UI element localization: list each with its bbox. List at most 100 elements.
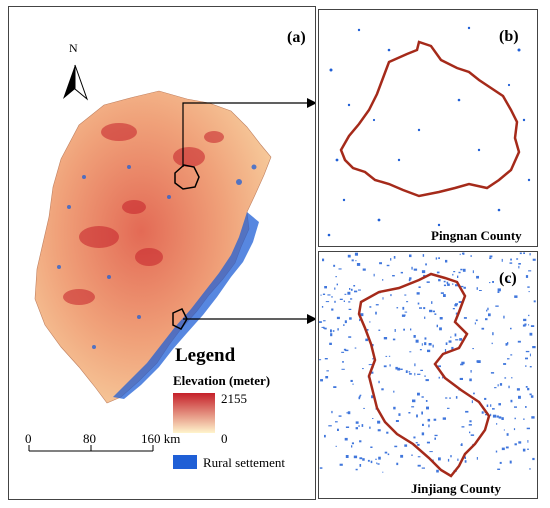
settlement-dot bbox=[527, 440, 529, 443]
settlement-dot bbox=[417, 464, 421, 467]
settlement-dot bbox=[439, 327, 442, 331]
settlement-dot bbox=[344, 437, 348, 441]
settlement-dot bbox=[510, 327, 512, 330]
settlement-dot bbox=[343, 348, 347, 351]
settlement-dot bbox=[443, 284, 447, 287]
settlement-dot bbox=[485, 318, 488, 321]
pingnan-county-label: Pingnan County bbox=[431, 228, 522, 243]
settlement-dot bbox=[392, 275, 395, 277]
settlement-dot bbox=[419, 307, 422, 309]
settlement-dot bbox=[323, 326, 325, 329]
settlement-dot bbox=[459, 377, 463, 380]
settlement-dot bbox=[486, 309, 488, 312]
settlement-dot bbox=[385, 355, 388, 357]
settlement-dot bbox=[395, 420, 399, 422]
settlement-dot bbox=[492, 332, 494, 336]
pingnan-outline bbox=[174, 164, 200, 190]
settlement-dot bbox=[327, 294, 331, 296]
settlement-dot bbox=[525, 357, 528, 360]
settlement-dot bbox=[490, 404, 492, 407]
settlement-dot bbox=[339, 298, 343, 300]
settlement-dot bbox=[414, 372, 416, 376]
settlement-dot bbox=[411, 406, 415, 408]
settlement-dot bbox=[354, 347, 357, 349]
settlement-dot bbox=[362, 268, 366, 271]
settlement-dot bbox=[530, 325, 535, 327]
settlement-dot bbox=[373, 273, 375, 277]
settlement-dot bbox=[326, 370, 329, 372]
map-panel-a: (a) N Legend Elevation (meter) 2155 0 Ru… bbox=[8, 6, 316, 500]
settlement-dot bbox=[514, 295, 518, 298]
settlement-dot bbox=[484, 397, 487, 400]
settlement-dot bbox=[477, 360, 481, 363]
settlement-dot bbox=[336, 283, 338, 286]
map-panel-b: (b) Pingnan County bbox=[318, 9, 538, 247]
settlement-dot bbox=[428, 424, 430, 428]
settlement-dot bbox=[427, 419, 430, 422]
settlement-dot bbox=[350, 379, 353, 382]
settlement-dot bbox=[396, 462, 399, 466]
settlement-dot bbox=[510, 258, 512, 261]
settlement-dot bbox=[457, 458, 459, 461]
settlement-dot bbox=[438, 279, 441, 282]
settlement-dot bbox=[334, 287, 336, 290]
settlement-dot bbox=[522, 324, 526, 327]
settlement-dot bbox=[450, 455, 452, 458]
settlement-dot bbox=[377, 463, 380, 465]
settlement-dot bbox=[501, 417, 504, 420]
settlement-dot bbox=[507, 358, 510, 360]
north-arrow-icon bbox=[63, 64, 89, 101]
settlement-dot bbox=[335, 421, 338, 423]
settlement-dot bbox=[507, 342, 509, 345]
settlement-dot bbox=[503, 315, 505, 319]
settlement-dot bbox=[421, 343, 423, 346]
settlement-dot bbox=[445, 259, 448, 263]
settlement-dot bbox=[322, 258, 325, 262]
settlement-dot bbox=[517, 340, 521, 343]
settlement-dot bbox=[348, 308, 352, 310]
settlement-dot bbox=[322, 293, 326, 295]
settlement-dot bbox=[335, 276, 337, 278]
settlement-dot bbox=[519, 252, 522, 255]
settlement-dot bbox=[404, 294, 407, 296]
settlement-dot bbox=[455, 312, 458, 315]
elevation-colorbar bbox=[173, 393, 215, 433]
settlement-dot bbox=[432, 344, 434, 348]
settlement-dot bbox=[522, 448, 526, 452]
settlement-dot bbox=[355, 260, 357, 262]
settlement-dot bbox=[523, 318, 527, 322]
settlement-dot bbox=[341, 351, 345, 353]
settlement-dot bbox=[394, 445, 398, 448]
settlement-dot bbox=[405, 370, 408, 373]
settlement-dot bbox=[371, 344, 374, 347]
scale-tick-80: 80 bbox=[83, 431, 96, 446]
settlement-dot bbox=[474, 322, 476, 325]
settlement-dot bbox=[319, 359, 322, 361]
settlement-dot bbox=[462, 252, 465, 255]
settlement-dot bbox=[425, 400, 428, 402]
settlement-dot bbox=[424, 316, 426, 319]
settlement-dot bbox=[339, 463, 343, 466]
settlement-dot bbox=[421, 396, 424, 398]
settlement-dot bbox=[336, 316, 340, 320]
settlement-dot bbox=[525, 406, 527, 408]
scale-tick-0: 0 bbox=[25, 431, 32, 446]
settlement-dot bbox=[355, 468, 358, 471]
settlement-dot bbox=[359, 440, 362, 443]
settlement-dot bbox=[343, 300, 345, 302]
settlement-dot bbox=[338, 268, 342, 270]
settlement-dot bbox=[496, 415, 499, 418]
settlement-dot bbox=[444, 349, 447, 352]
settlement-dot bbox=[463, 286, 466, 289]
settlement-dot bbox=[460, 363, 464, 366]
settlement-dot bbox=[382, 471, 384, 473]
rural-settlement-areas bbox=[57, 164, 259, 399]
settlement-dot bbox=[525, 350, 530, 353]
settlement-dot bbox=[489, 257, 492, 259]
settlement-dot bbox=[531, 416, 535, 419]
settlement-dot bbox=[337, 428, 339, 431]
settlement-dot bbox=[470, 434, 475, 436]
settlement-dot bbox=[525, 386, 528, 388]
settlement-dot bbox=[469, 378, 472, 382]
settlement-dot bbox=[325, 376, 329, 379]
